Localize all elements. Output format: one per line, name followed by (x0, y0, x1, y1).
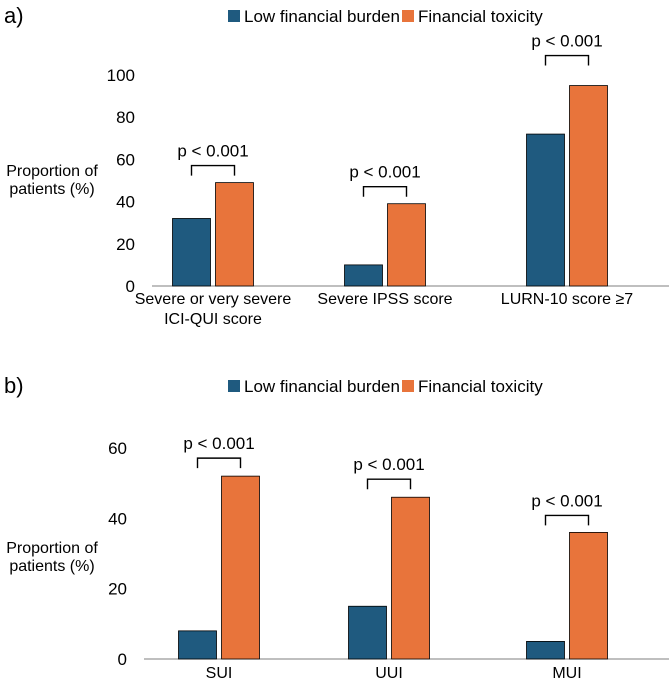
p-value-label-2: p < 0.001 (353, 455, 424, 474)
x-category-label-2: UUI (375, 665, 403, 682)
significance-bracket-2 (366, 478, 412, 490)
p-value-label-1: p < 0.001 (183, 434, 254, 453)
bar-fin-2 (387, 203, 426, 287)
y-axis-label: patients (%) (9, 558, 94, 575)
bar-fin-1 (215, 182, 254, 287)
legend-label-2: Financial toxicity (418, 377, 543, 396)
bar-fin-2 (391, 496, 430, 660)
panel-label: a) (4, 3, 24, 28)
significance-bracket-1 (196, 457, 242, 469)
chart-panel-1: a) Low financial burden Financial toxicity… (4, 3, 669, 328)
legend-swatch-1 (228, 380, 240, 392)
y-tick-label: 20 (116, 235, 135, 254)
y-tick-label: 60 (108, 439, 127, 458)
bar-low-3 (526, 133, 565, 287)
bar-fin-3 (569, 85, 608, 287)
y-tick-label: 20 (108, 580, 127, 599)
bar-fin-1 (221, 475, 260, 660)
bar-fin-3 (569, 532, 608, 660)
legend-swatch-2 (402, 380, 414, 392)
legend-swatch-1 (228, 10, 240, 22)
x-category-label-1: SUI (206, 665, 233, 682)
chart-panel-2: b) Low financial burden Financial toxicity… (4, 373, 669, 682)
p-value-label-3: p < 0.001 (531, 491, 602, 510)
x-category-label-2: Severe IPSS score (317, 291, 452, 308)
panel-label: b) (4, 373, 24, 398)
y-tick-label: 40 (108, 509, 127, 528)
y-axis-label: Proportion of (6, 163, 98, 180)
y-tick-label: 80 (116, 108, 135, 127)
bar-low-2 (348, 605, 387, 660)
y-axis-label: Proportion of (6, 540, 98, 557)
x-category-label-1: ICI-QUI score (164, 311, 262, 328)
significance-bracket-2 (362, 186, 408, 197)
bar-low-3 (526, 641, 565, 660)
bar-low-1 (178, 630, 217, 660)
p-value-label-2: p < 0.001 (349, 163, 420, 182)
x-category-label-3: LURN-10 score ≥7 (501, 291, 633, 308)
bar-low-1 (172, 218, 211, 287)
y-tick-label: 100 (107, 66, 135, 85)
bar-low-2 (344, 264, 383, 287)
p-value-label-1: p < 0.001 (177, 142, 248, 161)
legend-swatch-2 (402, 10, 414, 22)
y-tick-label: 40 (116, 193, 135, 212)
y-tick-label: 60 (116, 150, 135, 169)
legend-label-1: Low financial burden (244, 7, 400, 26)
significance-bracket-3 (544, 514, 590, 526)
significance-bracket-3 (544, 54, 590, 66)
x-category-label-1: Severe or very severe (135, 291, 292, 308)
significance-bracket-1 (190, 164, 236, 176)
y-axis-label: patients (%) (9, 181, 94, 198)
legend-label-1: Low financial burden (244, 377, 400, 396)
y-tick-label: 0 (126, 277, 135, 296)
legend-label-2: Financial toxicity (418, 7, 543, 26)
y-tick-label: 0 (118, 650, 127, 669)
p-value-label-3: p < 0.001 (531, 32, 602, 51)
x-category-label-3: MUI (552, 665, 581, 682)
